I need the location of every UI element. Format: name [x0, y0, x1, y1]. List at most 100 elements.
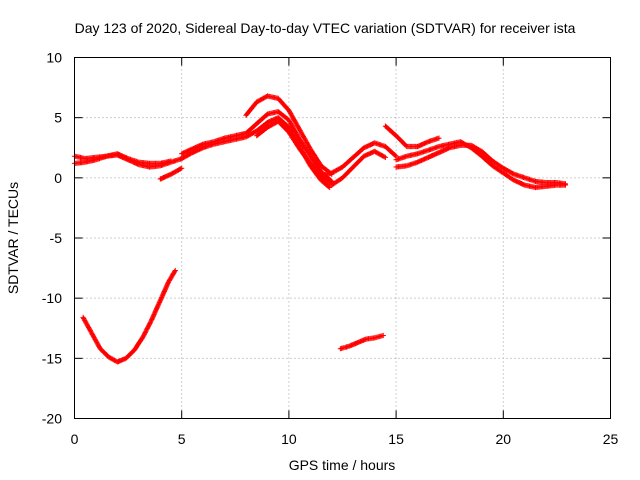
data-point-run [404, 151, 419, 159]
data-point-run [500, 165, 516, 177]
data-point [436, 135, 442, 141]
x-tick-label: 20 [496, 431, 512, 447]
data-point-run [414, 148, 430, 157]
series-arc-12 [393, 139, 569, 191]
data-point-run [125, 157, 141, 167]
data-point-run [329, 165, 344, 176]
data-point-run [490, 163, 505, 175]
data-point-run [414, 139, 430, 150]
data-point-run [149, 299, 163, 323]
series-arc-14 [337, 332, 386, 352]
data-point-run [131, 335, 145, 353]
data-point-run [339, 155, 355, 170]
series-arc-11 [393, 142, 569, 187]
data-point-run [414, 155, 430, 165]
y-tick-label: 10 [46, 50, 62, 66]
data-point-run [307, 153, 323, 174]
series-arc-5 [179, 109, 335, 185]
data-point-run [297, 146, 313, 165]
data-point-run [254, 125, 270, 139]
data-point [562, 182, 569, 188]
y-tick-label: -10 [42, 290, 62, 306]
data-point-run [361, 149, 377, 159]
data-point-run [339, 165, 355, 181]
data-point-run [307, 160, 323, 179]
data-point-run [89, 330, 103, 351]
x-tick-label: 15 [388, 431, 404, 447]
data-point-run [243, 100, 259, 118]
data-point-run [97, 346, 111, 359]
data-point-run [275, 95, 291, 113]
data-point-run [297, 127, 313, 151]
chart-title: Day 123 of 2020, Sidereal Day-to-day VTE… [75, 20, 576, 36]
series-arc-10 [382, 123, 442, 150]
data-point-run [372, 333, 385, 341]
data-point-run [522, 175, 537, 184]
data-point-run [254, 120, 270, 134]
data-point-run [189, 145, 205, 156]
data-point-run [457, 139, 473, 150]
data-point-run [393, 133, 409, 149]
y-tick-label: -5 [50, 230, 63, 246]
data-point-run [275, 118, 291, 134]
series-arc-2 [71, 152, 185, 170]
y-tick-label: -15 [42, 350, 62, 366]
data-point-run [350, 146, 366, 160]
data-point-run [393, 163, 409, 170]
x-tick-label: 10 [281, 431, 297, 447]
data-point-run [532, 183, 548, 191]
data-point-run [297, 136, 313, 158]
data-point-run [140, 318, 154, 340]
data-point-run [168, 166, 184, 177]
data-point-run [157, 279, 171, 304]
data-point-run [166, 269, 178, 284]
x-tick-label: 0 [71, 431, 79, 447]
x-tick-label: 25 [603, 431, 619, 447]
data-point-run [275, 115, 291, 130]
data-point-run [479, 153, 495, 168]
data-point-run [382, 143, 398, 158]
data-point-run [286, 129, 302, 151]
data-point-run [500, 170, 516, 183]
data-point-run [114, 152, 130, 162]
y-tick-label: 5 [54, 110, 62, 126]
data-point-run [490, 158, 505, 171]
data-point-run [275, 109, 291, 122]
data-point-run [243, 121, 259, 136]
data-point-run [286, 117, 302, 141]
data-point-run [511, 177, 527, 188]
data-point-run [254, 94, 269, 105]
y-tick-label: 0 [54, 170, 62, 186]
x-axis-label: GPS time / hours [289, 457, 396, 473]
data-point-run [286, 107, 302, 132]
data-point-run [382, 123, 398, 138]
data-point-run [123, 348, 137, 361]
series-arc-8 [318, 140, 399, 178]
data-layer [71, 93, 569, 365]
data-point-run [425, 135, 441, 145]
data-point-run [436, 145, 452, 156]
data-point [382, 154, 388, 160]
data-point-run [425, 150, 441, 160]
axis-ticks: 0 5 10 15 20 25 -20 -15 -10 -5 0 5 10 [42, 50, 619, 448]
data-point-run [254, 112, 270, 127]
series-arc-13 [80, 267, 178, 365]
data-point-run [80, 314, 94, 335]
series-arc-9 [329, 148, 388, 188]
data-point-run [264, 119, 280, 130]
y-tick-label: -20 [42, 411, 62, 427]
data-point-run [179, 146, 194, 157]
x-tick-label: 5 [178, 431, 186, 447]
data-point-run [157, 172, 173, 182]
data-point [380, 332, 386, 339]
data-point-run [372, 148, 387, 160]
data-point [179, 165, 185, 171]
data-point-run [318, 177, 332, 190]
data-point-run [361, 140, 377, 151]
y-axis-label: SDTVAR / TECUs [5, 182, 21, 294]
data-point-run [179, 150, 194, 162]
data-point [172, 267, 178, 274]
data-point-run [468, 145, 484, 158]
data-point-run [307, 146, 323, 168]
